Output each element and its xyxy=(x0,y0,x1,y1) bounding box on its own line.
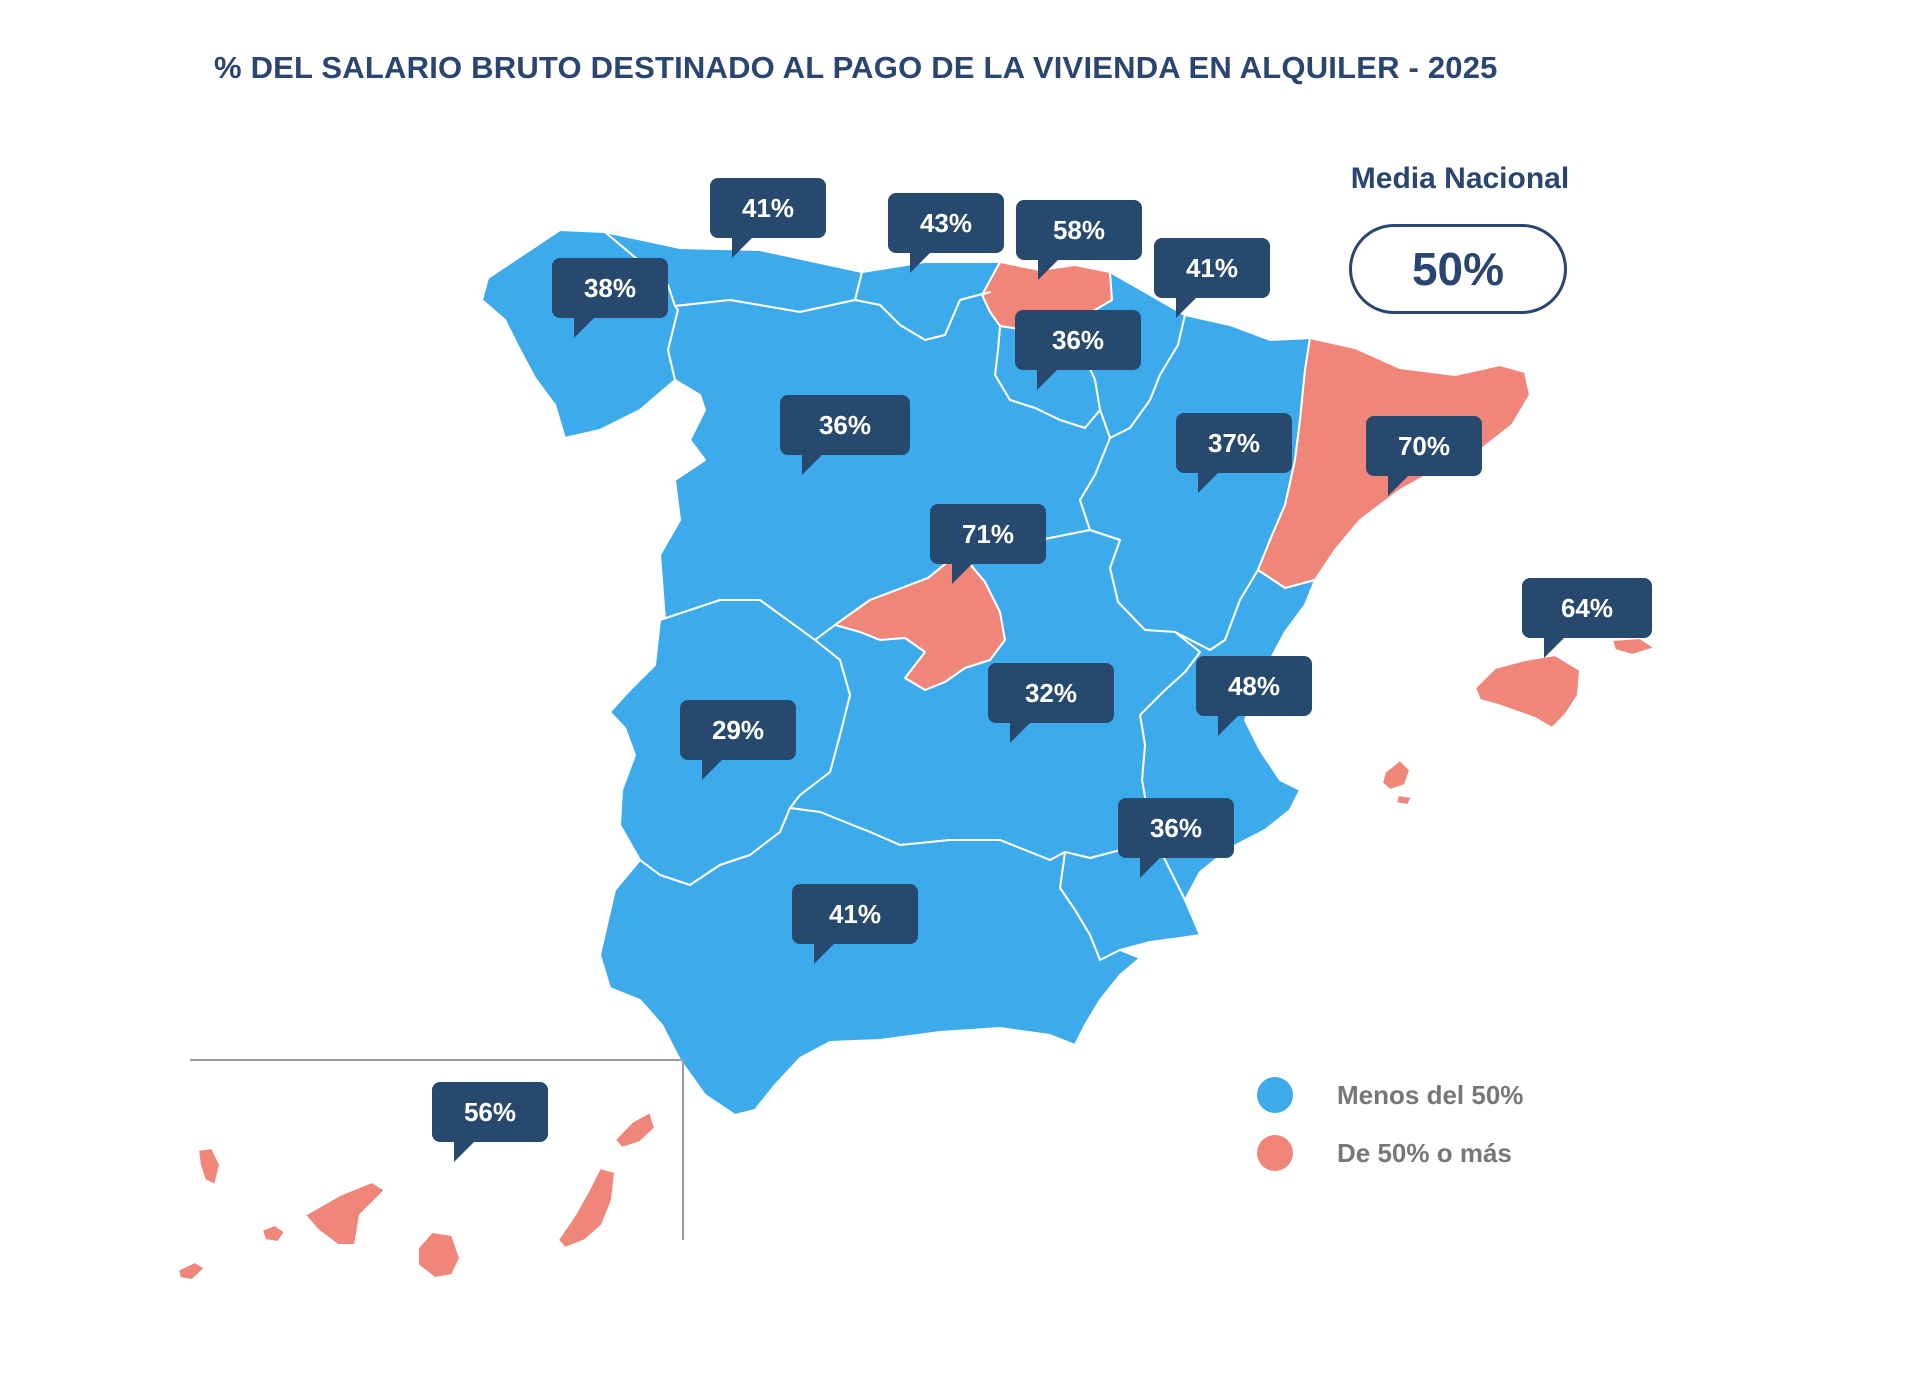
legend-dot-above xyxy=(1257,1135,1293,1171)
region-canarias-lanzarote[interactable] xyxy=(614,1111,656,1149)
callout-extremadura: 29% xyxy=(680,700,796,780)
callout-cataluna: 70% xyxy=(1366,416,1482,496)
callout-asturias: 41% xyxy=(710,178,826,258)
callout-cantabria: 43% xyxy=(888,193,1004,273)
region-baleares-menorca[interactable] xyxy=(1611,637,1656,656)
callout-navarra: 41% xyxy=(1154,238,1270,318)
legend-item-above: De 50% o más xyxy=(1257,1133,1512,1173)
region-canarias-gran-canaria[interactable] xyxy=(417,1231,461,1279)
callout-andalucia: 41% xyxy=(792,884,918,964)
region-canarias-la-palma[interactable] xyxy=(197,1147,221,1186)
callout-baleares: 64% xyxy=(1522,578,1652,658)
legend-label-below: Menos del 50% xyxy=(1337,1079,1524,1110)
region-canarias-la-gomera[interactable] xyxy=(261,1224,286,1243)
region-baleares[interactable] xyxy=(1474,654,1581,729)
callout-galicia: 38% xyxy=(552,258,668,338)
callout-la-rioja: 36% xyxy=(1015,310,1141,390)
callout-castilla-leon: 36% xyxy=(780,395,910,475)
region-canarias-fuerteventura[interactable] xyxy=(557,1167,616,1249)
callout-murcia: 36% xyxy=(1118,798,1234,878)
callout-castilla-la-mancha: 32% xyxy=(988,663,1114,743)
media-nacional-label: Media Nacional xyxy=(1350,162,1570,195)
callout-pais-vasco: 58% xyxy=(1016,200,1142,280)
callout-valencia: 48% xyxy=(1196,656,1312,736)
legend-item-below: Menos del 50% xyxy=(1257,1075,1523,1115)
legend-dot-below xyxy=(1257,1077,1293,1113)
canarias-inset-frame xyxy=(190,1059,684,1240)
legend-label-above: De 50% o más xyxy=(1337,1137,1512,1168)
region-baleares-ibiza[interactable] xyxy=(1381,759,1411,791)
region-andalucia[interactable] xyxy=(599,807,1141,1116)
region-baleares-formentera[interactable] xyxy=(1395,794,1413,806)
callout-madrid: 71% xyxy=(930,504,1046,584)
media-nacional-value: 50% xyxy=(1349,224,1567,314)
map-title: % DEL SALARIO BRUTO DESTINADO AL PAGO DE… xyxy=(214,50,1498,85)
callout-canarias: 56% xyxy=(432,1082,548,1162)
region-canarias-tenerife[interactable] xyxy=(304,1181,386,1246)
callout-aragon: 37% xyxy=(1176,413,1292,493)
region-canarias-el-hierro[interactable] xyxy=(177,1261,206,1281)
